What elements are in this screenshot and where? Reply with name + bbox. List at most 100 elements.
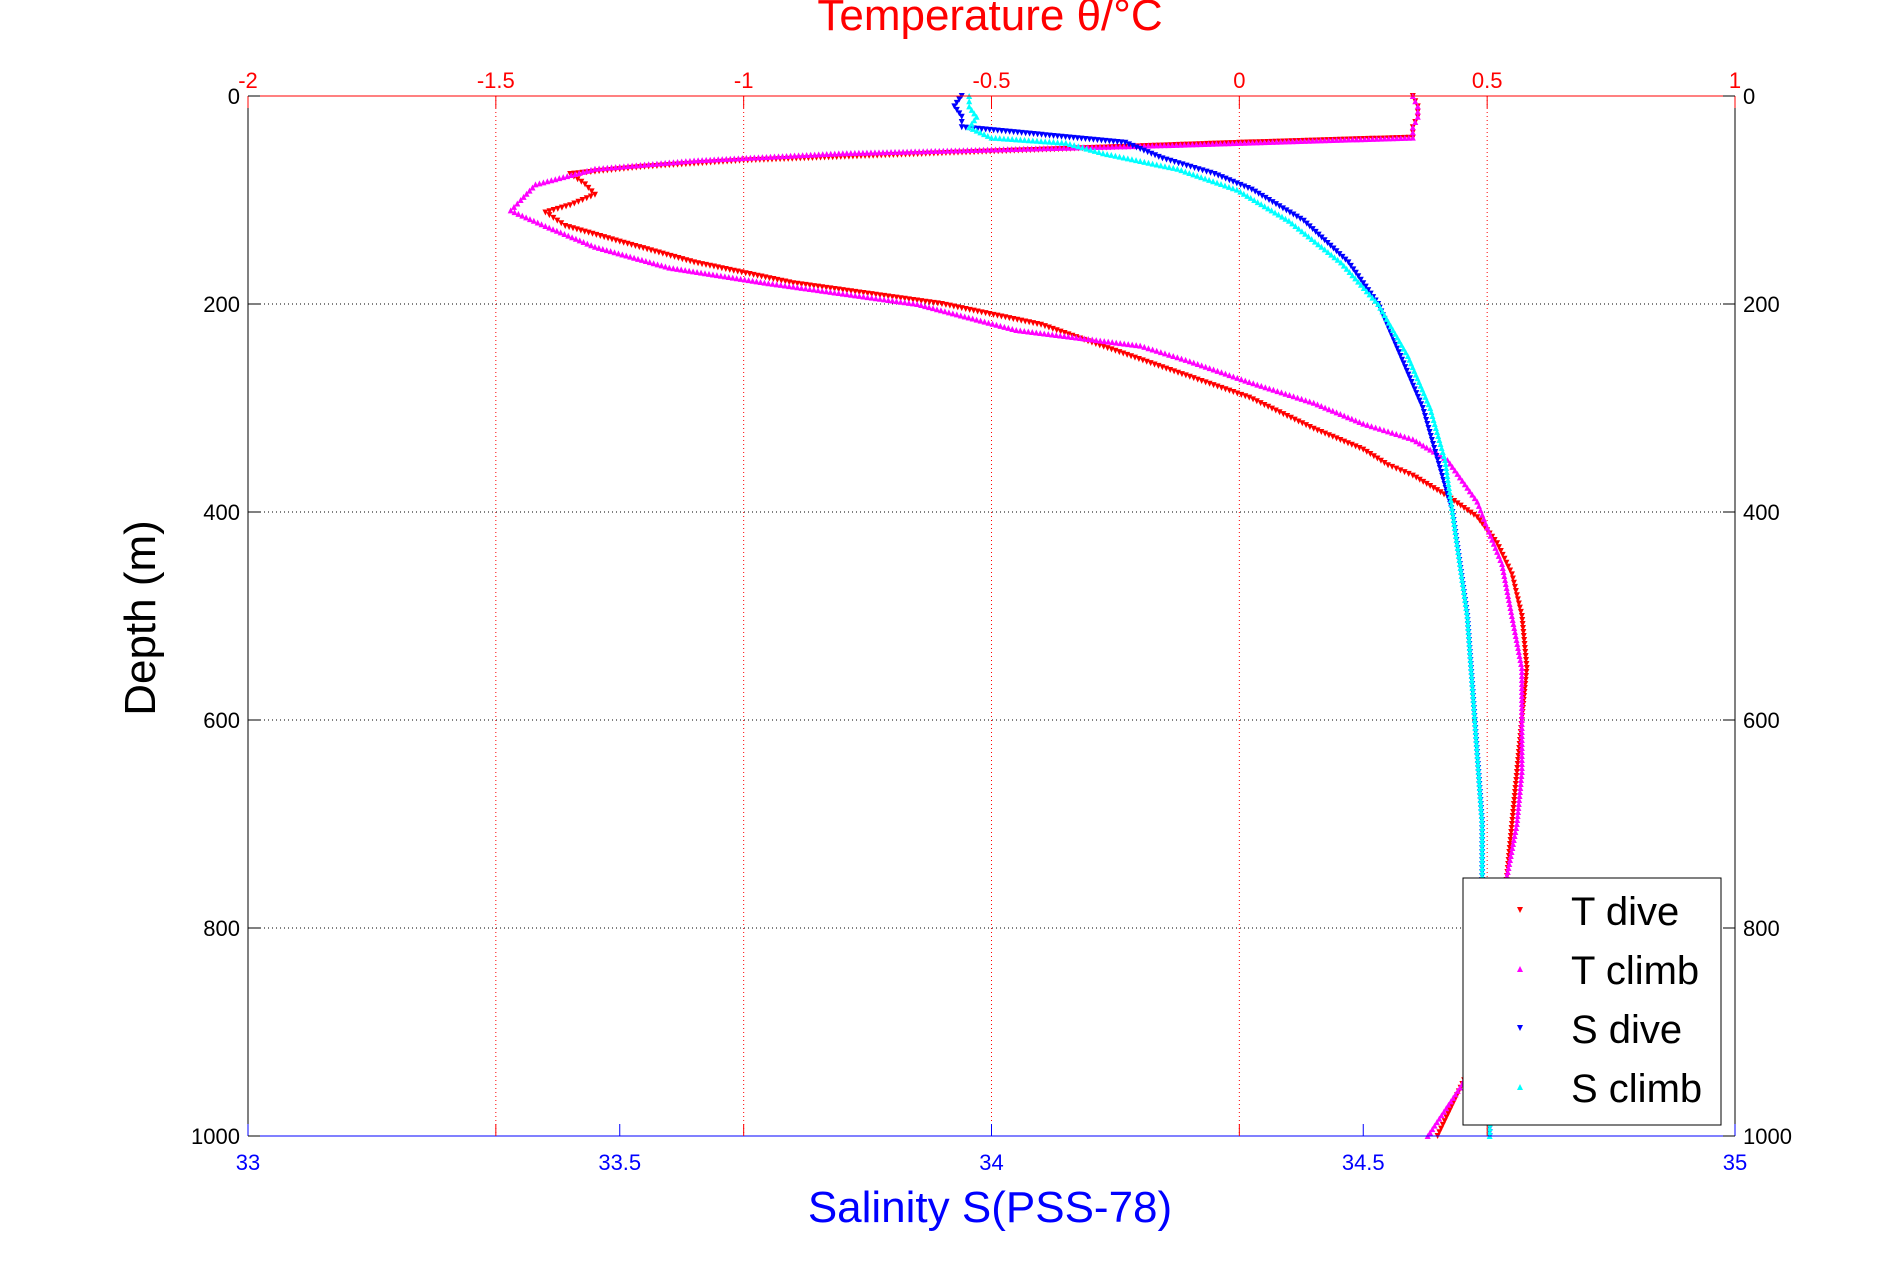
data-point (819, 287, 826, 294)
data-point (1510, 801, 1517, 807)
data-point (1182, 356, 1189, 363)
data-point (635, 255, 642, 262)
data-point (1450, 517, 1457, 523)
data-point (591, 165, 598, 172)
data-point (1062, 134, 1069, 141)
data-point (600, 165, 607, 172)
data-point (1393, 465, 1400, 472)
data-point (1475, 773, 1482, 779)
data-point (1452, 533, 1459, 539)
data-point (1409, 436, 1416, 443)
data-point (1046, 138, 1053, 145)
data-point (1477, 793, 1484, 799)
data-point (1479, 511, 1486, 518)
data-point (1454, 500, 1461, 507)
data-point (1038, 138, 1045, 145)
data-point (1472, 725, 1479, 731)
data-point (702, 270, 709, 277)
data-point (1029, 137, 1036, 144)
data-point (707, 156, 714, 163)
data-point (1479, 825, 1486, 831)
data-point (1093, 337, 1100, 344)
data-point (1418, 401, 1425, 408)
data-point (1315, 231, 1322, 238)
data-point (1278, 213, 1285, 220)
data-point (971, 117, 978, 124)
data-point (897, 295, 904, 302)
data-point (1373, 135, 1380, 142)
data-point (1438, 469, 1445, 475)
data-point (1261, 139, 1268, 146)
data-point (980, 146, 987, 153)
data-point (1379, 308, 1386, 315)
data-point (686, 157, 693, 164)
data-point (1482, 520, 1489, 527)
data-point (1518, 717, 1525, 723)
top-tick-label: -0.5 (973, 68, 1011, 93)
data-point (1459, 577, 1466, 583)
data-point (620, 163, 627, 170)
data-point (1355, 273, 1362, 280)
data-point (876, 295, 883, 302)
data-point (1518, 745, 1525, 751)
data-point (538, 221, 545, 228)
data-point (568, 172, 575, 179)
data-point (998, 128, 1005, 135)
legend-box (1462, 877, 1722, 1126)
series-s-dive (951, 93, 1493, 1139)
data-point (1518, 729, 1525, 735)
data-point (1494, 540, 1501, 547)
data-point (1462, 597, 1469, 603)
data-point (1137, 342, 1144, 349)
data-point (1518, 765, 1525, 771)
data-point (1355, 278, 1362, 285)
data-point (1261, 401, 1268, 408)
data-point (1010, 129, 1017, 136)
data-point (1237, 181, 1244, 188)
data-point (1240, 190, 1247, 197)
data-point (576, 237, 583, 244)
data-point (1070, 134, 1077, 141)
data-point (578, 178, 585, 185)
data-point (1133, 157, 1140, 164)
data-point (1348, 415, 1355, 422)
top-tick-label: 1 (1729, 68, 1741, 93)
data-point (1306, 223, 1313, 230)
data-point (819, 284, 826, 291)
data-point (1218, 174, 1225, 181)
data-point (1479, 837, 1486, 843)
data-point (1516, 793, 1523, 799)
data-point (1381, 135, 1388, 142)
data-point (1174, 165, 1181, 172)
data-point (611, 249, 618, 256)
data-point (976, 146, 983, 153)
chart-title: Temperature θ/°C (817, 0, 1162, 40)
data-point (937, 307, 944, 314)
data-point (912, 148, 919, 155)
data-point (1322, 430, 1329, 437)
data-point (1217, 140, 1224, 147)
data-point (859, 149, 866, 156)
data-point (1327, 242, 1334, 249)
data-point (1313, 137, 1320, 144)
data-point (806, 285, 813, 292)
data-point (1013, 327, 1020, 333)
data-point (1206, 176, 1213, 183)
data-point (1086, 136, 1093, 143)
data-point (1140, 147, 1147, 154)
data-point (1440, 1108, 1447, 1115)
data-point (1349, 136, 1356, 143)
data-point (1190, 359, 1197, 366)
data-point (1409, 134, 1416, 141)
series-layer (507, 93, 1530, 1139)
data-point (1512, 588, 1519, 595)
data-point (580, 168, 587, 175)
data-point (1510, 841, 1517, 847)
data-point (1397, 432, 1404, 439)
data-point (1497, 548, 1504, 554)
data-point (1018, 129, 1025, 136)
data-point (576, 169, 583, 176)
data-point (1185, 141, 1192, 148)
data-point (815, 283, 822, 290)
data-point (889, 294, 896, 301)
